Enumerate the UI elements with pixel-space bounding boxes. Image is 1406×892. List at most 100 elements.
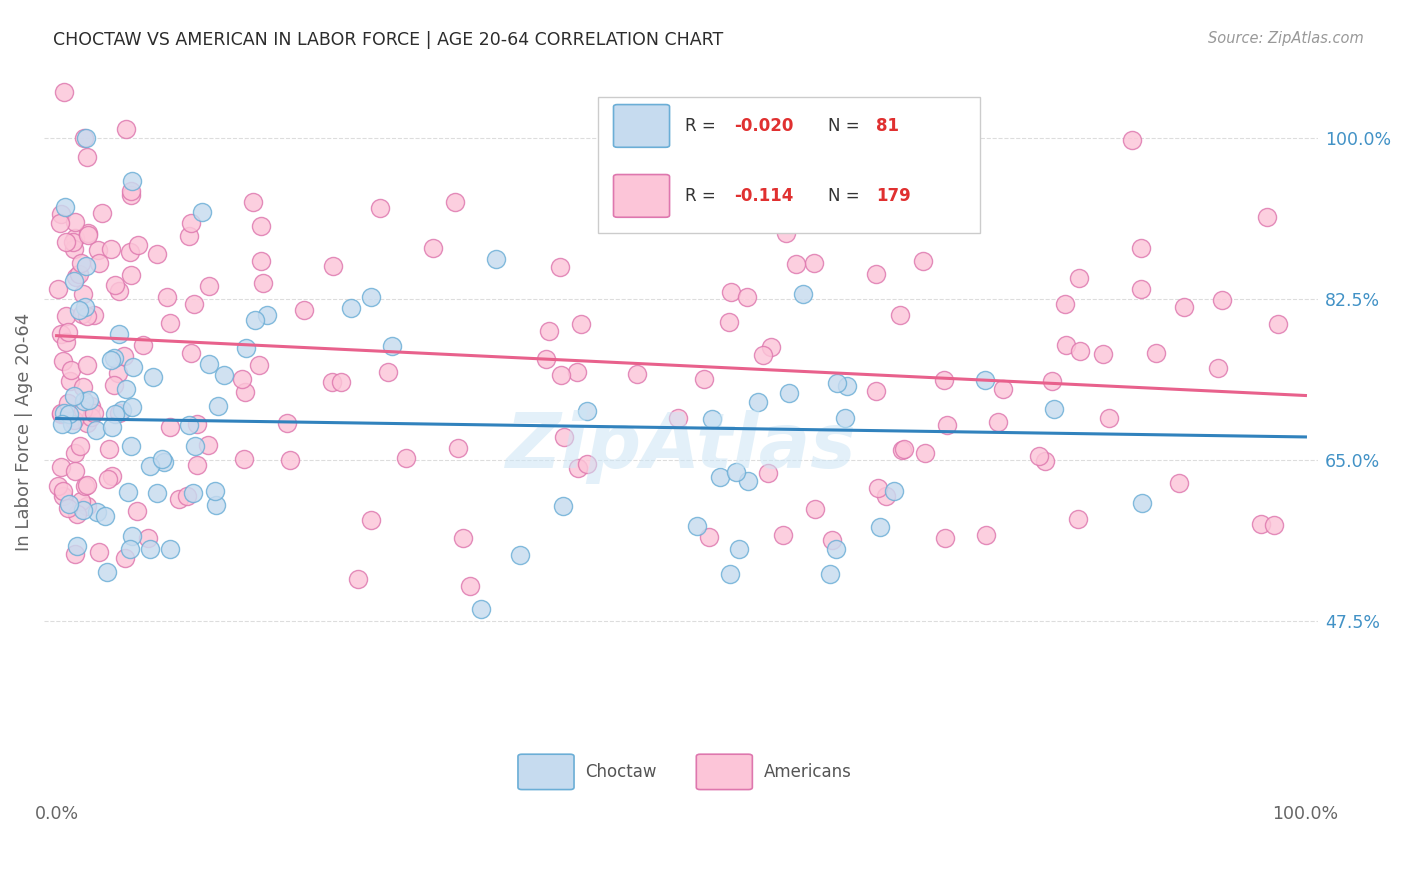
Point [122,359,145,374]
Point [973,373,995,387]
Point [49,327,72,342]
Point [100,419,122,434]
Point [737,474,759,488]
Point [65,269,87,284]
FancyBboxPatch shape [517,755,574,789]
Point [100,242,122,256]
Point [66,507,89,521]
Point [96,566,118,580]
Point [752,348,775,362]
Point [66,539,89,553]
FancyBboxPatch shape [598,97,980,234]
Point [197,438,219,452]
Point [993,382,1015,396]
Point [87,243,110,257]
Point [1250,516,1272,531]
Point [120,187,142,202]
Point [725,466,748,480]
Text: Source: ZipAtlas.com: Source: ZipAtlas.com [1208,31,1364,46]
Point [62,389,84,403]
Point [718,315,741,329]
Point [62,242,84,256]
Point [127,238,149,252]
Point [152,455,174,469]
Point [1028,449,1050,463]
Point [720,285,742,300]
Point [58,497,80,511]
Point [728,541,751,556]
Point [235,341,257,355]
Point [87,256,110,270]
Point [321,375,343,389]
Point [58,325,80,339]
Point [142,370,165,384]
Point [55,235,77,250]
Point [114,551,136,566]
Point [322,259,344,273]
Point [276,416,298,430]
Point [875,489,897,503]
Point [759,340,782,354]
Point [834,411,856,425]
Point [1173,300,1195,314]
Point [180,216,202,230]
Point [69,494,91,508]
Point [803,501,825,516]
Point [538,325,561,339]
Point [51,417,73,431]
Point [104,278,127,293]
Point [772,528,794,542]
Point [103,351,125,365]
Point [198,357,221,371]
Point [121,401,143,415]
Point [75,130,97,145]
Point [80,409,103,424]
Point [177,418,200,433]
Point [120,542,142,557]
Point [231,372,253,386]
Point [1091,347,1114,361]
Text: ZipAtlas: ZipAtlas [506,410,856,484]
Point [73,131,96,145]
Point [775,226,797,240]
Point [159,541,181,556]
Point [451,531,474,545]
Point [49,407,72,421]
Point [1098,411,1121,425]
Point [63,274,86,288]
Point [422,241,444,255]
Point [839,168,862,182]
Point [62,235,84,249]
Point [785,257,807,271]
Point [1129,241,1152,255]
Point [156,290,179,304]
Text: -0.114: -0.114 [734,187,794,205]
Point [83,405,105,419]
Point [63,446,86,460]
Point [76,150,98,164]
Point [256,308,278,322]
Point [139,542,162,557]
Point [693,372,716,386]
Point [76,500,98,514]
Point [177,229,200,244]
Point [869,520,891,534]
Point [827,376,849,390]
Point [186,417,208,431]
Point [63,464,86,478]
Point [860,167,883,181]
Point [115,382,138,396]
Point [52,407,75,421]
Point [46,479,69,493]
Point [132,338,155,352]
Point [1043,402,1066,417]
Point [120,439,142,453]
Point [360,290,382,304]
Point [835,379,858,393]
Point [1130,495,1153,509]
Point [176,489,198,503]
Point [1121,133,1143,147]
Point [76,227,98,242]
Point [934,373,956,387]
Point [204,483,226,498]
